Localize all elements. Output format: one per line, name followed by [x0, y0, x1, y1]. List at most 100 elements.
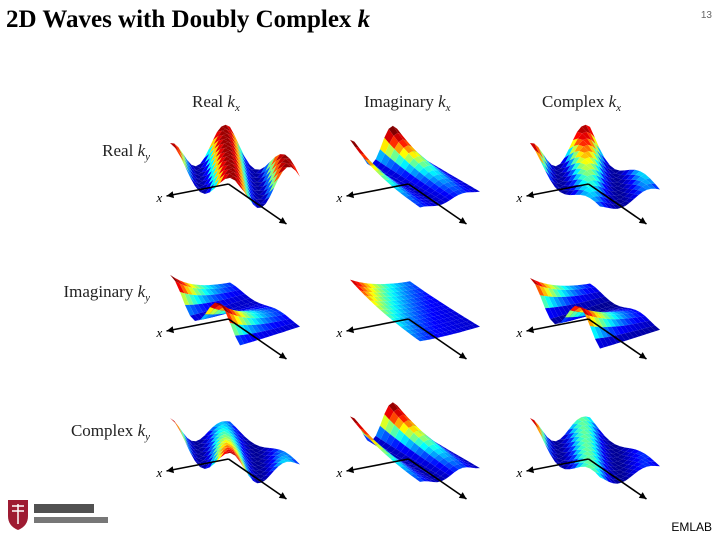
surface-patch	[396, 304, 406, 309]
surface-patch	[620, 196, 630, 202]
surface-patch	[562, 175, 573, 182]
surface-patch	[470, 465, 480, 469]
surface-patch	[205, 433, 215, 440]
surface-patch	[442, 174, 452, 179]
surface-patch	[251, 473, 261, 480]
surface-patch	[637, 329, 648, 336]
surface-patch	[265, 157, 275, 171]
surface-patch	[416, 292, 426, 297]
surface-patch	[232, 447, 242, 458]
surface-patch	[260, 475, 270, 480]
surface-patch	[424, 172, 434, 180]
surface-patch	[431, 196, 441, 202]
surface-patch	[222, 156, 232, 162]
surface-patch	[609, 461, 619, 467]
surface-patch	[224, 169, 234, 175]
surface-patch	[389, 135, 399, 149]
surface-patch	[599, 201, 609, 208]
surface-patch	[400, 159, 410, 170]
surface-patch	[460, 317, 470, 322]
surface-patch	[435, 442, 445, 448]
surface-patch	[439, 458, 449, 466]
surface-patch	[206, 157, 216, 171]
surface-patch	[580, 190, 590, 196]
surface-patch	[205, 148, 215, 163]
surface-patch	[359, 286, 369, 292]
surface-patch	[209, 308, 219, 315]
surface-patch	[218, 447, 228, 453]
surface-patch	[270, 154, 280, 167]
surface-patch	[230, 452, 240, 460]
surface-patch	[565, 289, 575, 297]
surface-patch	[250, 301, 260, 305]
wave-surface-plot: xy	[156, 124, 300, 230]
surface-patch	[390, 296, 400, 301]
surface-patch	[423, 308, 433, 314]
surface-patch	[193, 304, 203, 314]
surface-patch	[571, 441, 581, 447]
surface-patch	[405, 195, 415, 201]
surface-patch	[398, 291, 408, 296]
surface-patch	[200, 438, 210, 444]
surface-patch	[420, 450, 430, 460]
surface-patch	[461, 460, 471, 466]
surface-patch	[281, 319, 291, 326]
surface-patch	[422, 435, 433, 441]
surface-patch	[549, 307, 559, 318]
university-logo	[4, 498, 114, 532]
surface-patch	[239, 447, 249, 458]
surface-patch	[587, 144, 598, 156]
surface-patch	[380, 153, 390, 166]
surface-patch	[631, 312, 641, 318]
surface-patch	[616, 334, 626, 343]
surface-patch	[427, 161, 437, 168]
surface-patch	[228, 141, 238, 154]
surface-patch	[613, 461, 623, 466]
surface-patch	[610, 319, 620, 327]
surface-patch	[601, 302, 611, 308]
surface-patch	[409, 470, 419, 475]
surface-patch	[615, 195, 625, 200]
surface-patch	[182, 153, 193, 169]
surface-patch	[257, 454, 267, 459]
surface-patch	[214, 139, 224, 149]
surface-patch	[375, 305, 385, 310]
surface-patch	[577, 315, 587, 319]
surface-patch	[437, 314, 448, 319]
surface-patch	[187, 286, 198, 296]
surface-patch	[233, 314, 243, 325]
surface-patch	[419, 309, 429, 314]
surface-patch	[219, 299, 229, 306]
x-axis-arrow-icon	[166, 466, 174, 474]
y-axis-arrow-icon	[278, 352, 287, 359]
surface-patch	[220, 147, 230, 154]
surface-patch	[632, 457, 642, 463]
surface-patch	[633, 466, 643, 471]
surface-patch	[617, 179, 627, 184]
surface-patch	[645, 457, 655, 462]
surface-patch	[632, 180, 642, 186]
surface-patch	[620, 476, 630, 481]
surface-patch	[230, 131, 240, 147]
surface-patch	[404, 192, 414, 197]
surface-patch	[412, 467, 422, 471]
surface-patch	[440, 446, 450, 451]
surface-patch	[592, 459, 603, 467]
surface-patch	[389, 313, 399, 319]
surface-patch	[420, 184, 430, 191]
surface-patch	[233, 148, 243, 165]
surface-patch	[400, 169, 410, 179]
surface-patch	[610, 466, 620, 471]
surface-patch	[436, 476, 446, 482]
surface-patch	[227, 291, 237, 298]
surface-patch	[609, 186, 619, 192]
surface-patch	[438, 178, 448, 185]
surface-patch	[455, 455, 465, 460]
surface-patch	[411, 315, 421, 320]
surface-patch	[587, 455, 598, 461]
surface-patch	[420, 459, 430, 468]
surface-patch	[581, 124, 591, 134]
surface-patch	[568, 424, 578, 430]
surface-patch	[534, 143, 544, 160]
surface-patch	[184, 162, 194, 178]
